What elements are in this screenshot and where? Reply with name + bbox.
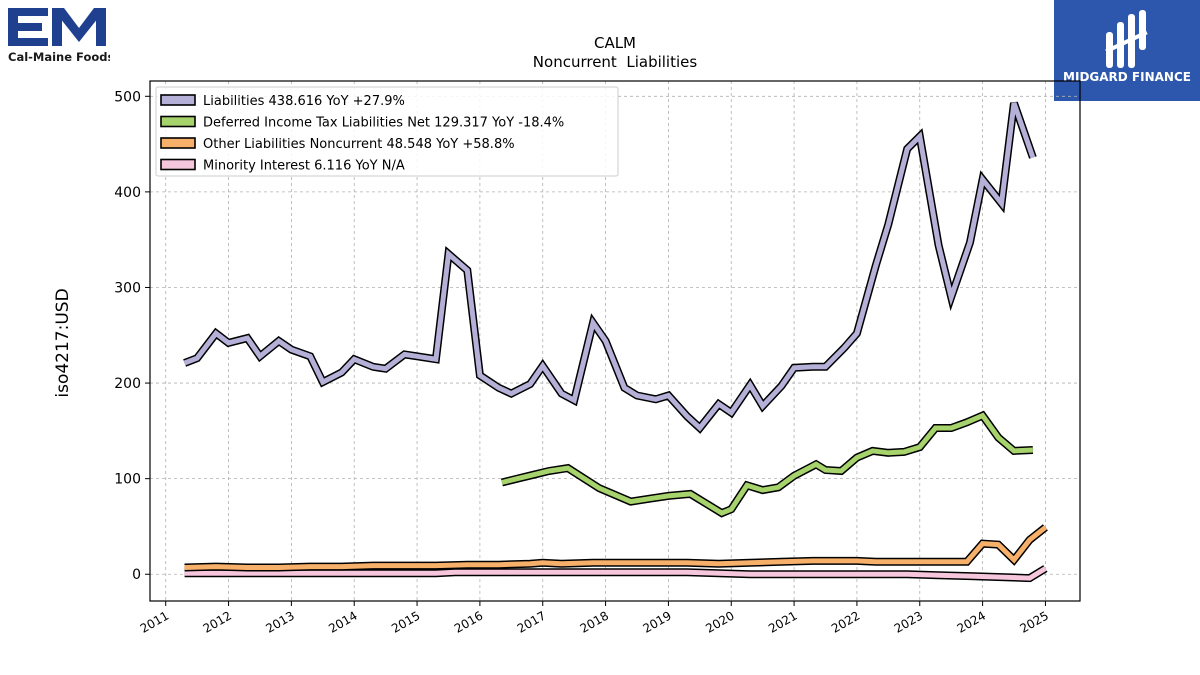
x-tick-label: 2023 xyxy=(892,608,925,635)
series-line xyxy=(183,102,1036,432)
series-outline xyxy=(500,410,1034,518)
x-tick-label: 2024 xyxy=(955,608,988,635)
plot-frame xyxy=(149,80,1081,602)
x-tick-label: 2020 xyxy=(703,608,736,635)
series-line xyxy=(501,412,1034,516)
x-tick-label: 2011 xyxy=(138,608,171,635)
cal-maine-logo-text: Cal-Maine Foods xyxy=(8,50,110,64)
x-tick-label: 2014 xyxy=(326,608,359,635)
cal-maine-em-mark xyxy=(8,8,106,46)
x-tick-label: 2013 xyxy=(263,608,296,635)
x-tick-label: 2018 xyxy=(578,608,611,635)
series-line xyxy=(184,525,1047,570)
cal-maine-foods-logo: Cal-Maine Foods xyxy=(8,8,110,64)
legend-swatch xyxy=(160,115,196,128)
legend-entry: Liabilities 438.616 YoY +27.9% xyxy=(160,94,405,109)
x-tick-label: 2021 xyxy=(766,608,799,635)
series-2 xyxy=(184,524,1048,572)
x-tick-label: 2019 xyxy=(640,608,673,635)
midgard-mark-icon xyxy=(1105,10,1148,68)
series-0 xyxy=(183,101,1037,434)
x-tick-label: 2016 xyxy=(452,608,485,635)
y-tick-label: 200 xyxy=(114,376,141,392)
y-tick-label: 500 xyxy=(114,89,141,105)
x-tick-label: 2025 xyxy=(1017,608,1050,635)
legend-label: Other Liabilities Noncurrent 48.548 YoY … xyxy=(203,137,515,152)
x-axis-ticks: 2011 2012 2013 2014 2015 2016 2017 2018 2019 2020… xyxy=(138,601,1051,636)
legend-swatch xyxy=(160,94,196,106)
legend-swatch xyxy=(160,158,196,171)
series-line xyxy=(184,566,1047,581)
y-axis-ticks: 0 100 200 300 400 500 xyxy=(114,89,150,583)
chart-title: CALM xyxy=(594,34,636,52)
legend-entry: Deferred Income Tax Liabilities Net 129.… xyxy=(160,115,564,131)
legend-entry: Other Liabilities Noncurrent 48.548 YoY … xyxy=(160,137,515,152)
legend-label: Minority Interest 6.116 YoY N/A xyxy=(203,159,405,174)
legend-swatch xyxy=(160,137,196,149)
chart-subtitle: Noncurrent Liabilities xyxy=(533,53,698,71)
x-tick-label: 2022 xyxy=(829,608,862,635)
y-tick-label: 400 xyxy=(114,185,141,201)
legend-entry: Minority Interest 6.116 YoY N/A xyxy=(160,158,405,174)
midgard-logo-text: MIDGARD FINANCE xyxy=(1063,70,1191,84)
y-axis-label: iso4217:USD xyxy=(53,288,73,397)
x-tick-label: 2012 xyxy=(201,608,234,635)
legend-box xyxy=(155,86,619,177)
y-tick-label: 0 xyxy=(132,567,141,583)
legend-label: Deferred Income Tax Liabilities Net 129.… xyxy=(203,116,564,131)
y-tick-label: 300 xyxy=(114,280,141,296)
series-lines xyxy=(183,101,1048,583)
x-tick-label: 2017 xyxy=(515,608,548,635)
series-1 xyxy=(500,410,1034,518)
midgard-finance-logo: MIDGARD FINANCE xyxy=(1054,0,1200,101)
legend-label: Liabilities 438.616 YoY +27.9% xyxy=(203,94,405,109)
y-tick-label: 100 xyxy=(114,472,141,488)
legend: Liabilities 438.616 YoY +27.9% Deferred I… xyxy=(155,86,619,177)
x-tick-label: 2015 xyxy=(389,608,422,635)
series-3 xyxy=(184,565,1048,583)
